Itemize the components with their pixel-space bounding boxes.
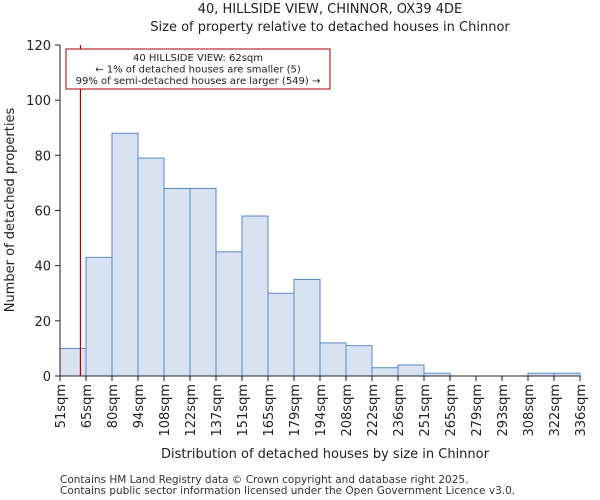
bar-179sqm (293, 278, 321, 377)
x-tick-label-122sqm: 122sqm (184, 384, 199, 437)
x-tick-label-51sqm: 51sqm (54, 384, 69, 428)
x-tick-label-137sqm: 137sqm (210, 384, 225, 437)
annotation-line-1: 40 HILLSIDE VIEW: 62sqm (133, 53, 263, 64)
axes-group: 0 20 40 60 80 100 120 51sqm 65sqm 80sqm 94sqm 108sq… (26, 39, 589, 437)
y-tick-label-40: 40 (34, 260, 51, 275)
footer-copyright: Contains HM Land Registry data © Crown c… (60, 474, 469, 486)
bar-151sqm (241, 215, 269, 377)
bar-51sqm (59, 347, 87, 377)
x-tick-label-293sqm: 293sqm (496, 384, 511, 437)
y-tick-label-120: 120 (26, 39, 51, 54)
bar-194sqm (319, 342, 347, 377)
x-axis-label: Distribution of detached houses by size … (161, 447, 490, 462)
x-tick-label-279sqm: 279sqm (470, 384, 485, 437)
x-tick-label-322sqm: 322sqm (548, 384, 563, 437)
x-tick-label-108sqm: 108sqm (158, 384, 173, 437)
annotation-line-2: ← 1% of detached houses are smaller (5) (95, 65, 301, 76)
y-axis-label: Number of detached properties (3, 108, 18, 313)
bar-80sqm (111, 132, 139, 377)
y-tick-label-100: 100 (26, 94, 51, 109)
x-tick-label-222sqm: 222sqm (366, 384, 381, 437)
bar-222sqm (371, 367, 399, 377)
bar-137sqm (215, 251, 243, 377)
chart-title: 40, HILLSIDE VIEW, CHINNOR, OX39 4DE (198, 2, 463, 17)
bar-236sqm (397, 364, 425, 377)
x-tick-label-336sqm: 336sqm (574, 384, 589, 437)
footer-licence: Contains public sector information licen… (60, 485, 516, 497)
x-tick-label-179sqm: 179sqm (288, 384, 303, 437)
bar-208sqm (345, 345, 373, 377)
bar-108sqm (163, 187, 191, 377)
x-tick-label-65sqm: 65sqm (80, 384, 95, 428)
y-tick-label-80: 80 (34, 149, 51, 164)
annotation-line-3: 99% of semi-detached houses are larger (… (76, 76, 321, 87)
y-tick-label-0: 0 (43, 370, 51, 385)
x-tick-label-94sqm: 94sqm (132, 384, 147, 428)
annotation-box (65, 48, 331, 90)
bar-122sqm (189, 187, 217, 377)
x-tick-label-151sqm: 151sqm (236, 384, 251, 437)
y-tick-label-60: 60 (34, 205, 51, 220)
x-tick-label-308sqm: 308sqm (522, 384, 537, 437)
x-tick-label-251sqm: 251sqm (418, 384, 433, 437)
x-tick-label-236sqm: 236sqm (392, 384, 407, 437)
bar-165sqm (267, 292, 295, 377)
x-tick-label-80sqm: 80sqm (106, 384, 121, 428)
y-tick-label-20: 20 (34, 315, 51, 330)
x-tick-label-165sqm: 165sqm (262, 384, 277, 437)
bar-65sqm (85, 256, 113, 377)
x-tick-label-194sqm: 194sqm (314, 384, 329, 437)
bar-94sqm (137, 157, 165, 377)
property-marker-group: 40 HILLSIDE VIEW: 62sqm← 1% of detached … (65, 45, 331, 376)
chart-subtitle: Size of property relative to detached ho… (150, 20, 510, 35)
x-tick-label-265sqm: 265sqm (444, 384, 459, 437)
bars-group (59, 132, 581, 377)
x-tick-label-208sqm: 208sqm (340, 384, 355, 437)
